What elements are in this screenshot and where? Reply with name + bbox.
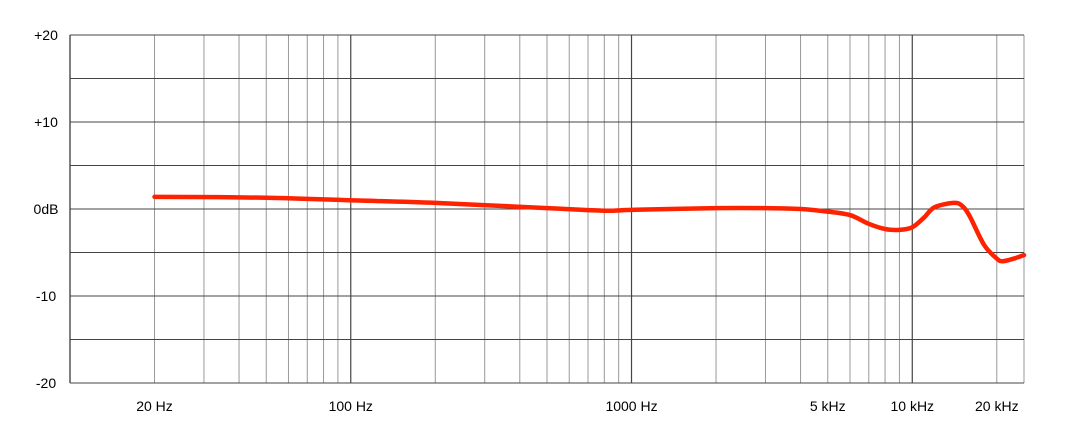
x-axis-ticks: 20 Hz 100 Hz 1000 Hz 5 kHz 10 kHz 20 kHz [136,398,1018,414]
y-tick-label: +10 [34,114,58,130]
y-axis-ticks: +20 +10 0dB -10 -20 [34,27,59,391]
y-tick-label: -20 [36,375,56,391]
response-curve [152,194,1027,264]
y-tick-label: +20 [34,27,58,43]
x-tick-label: 1000 Hz [605,398,657,414]
series-layer [152,194,1027,264]
y-tick-label: 0dB [34,201,59,217]
x-tick-label: 10 kHz [890,398,934,414]
x-tick-label: 20 kHz [975,398,1019,414]
x-tick-label: 5 kHz [810,398,846,414]
y-tick-label: -10 [36,288,56,304]
x-tick-label: 20 Hz [136,398,173,414]
x-tick-label: 100 Hz [329,398,373,414]
